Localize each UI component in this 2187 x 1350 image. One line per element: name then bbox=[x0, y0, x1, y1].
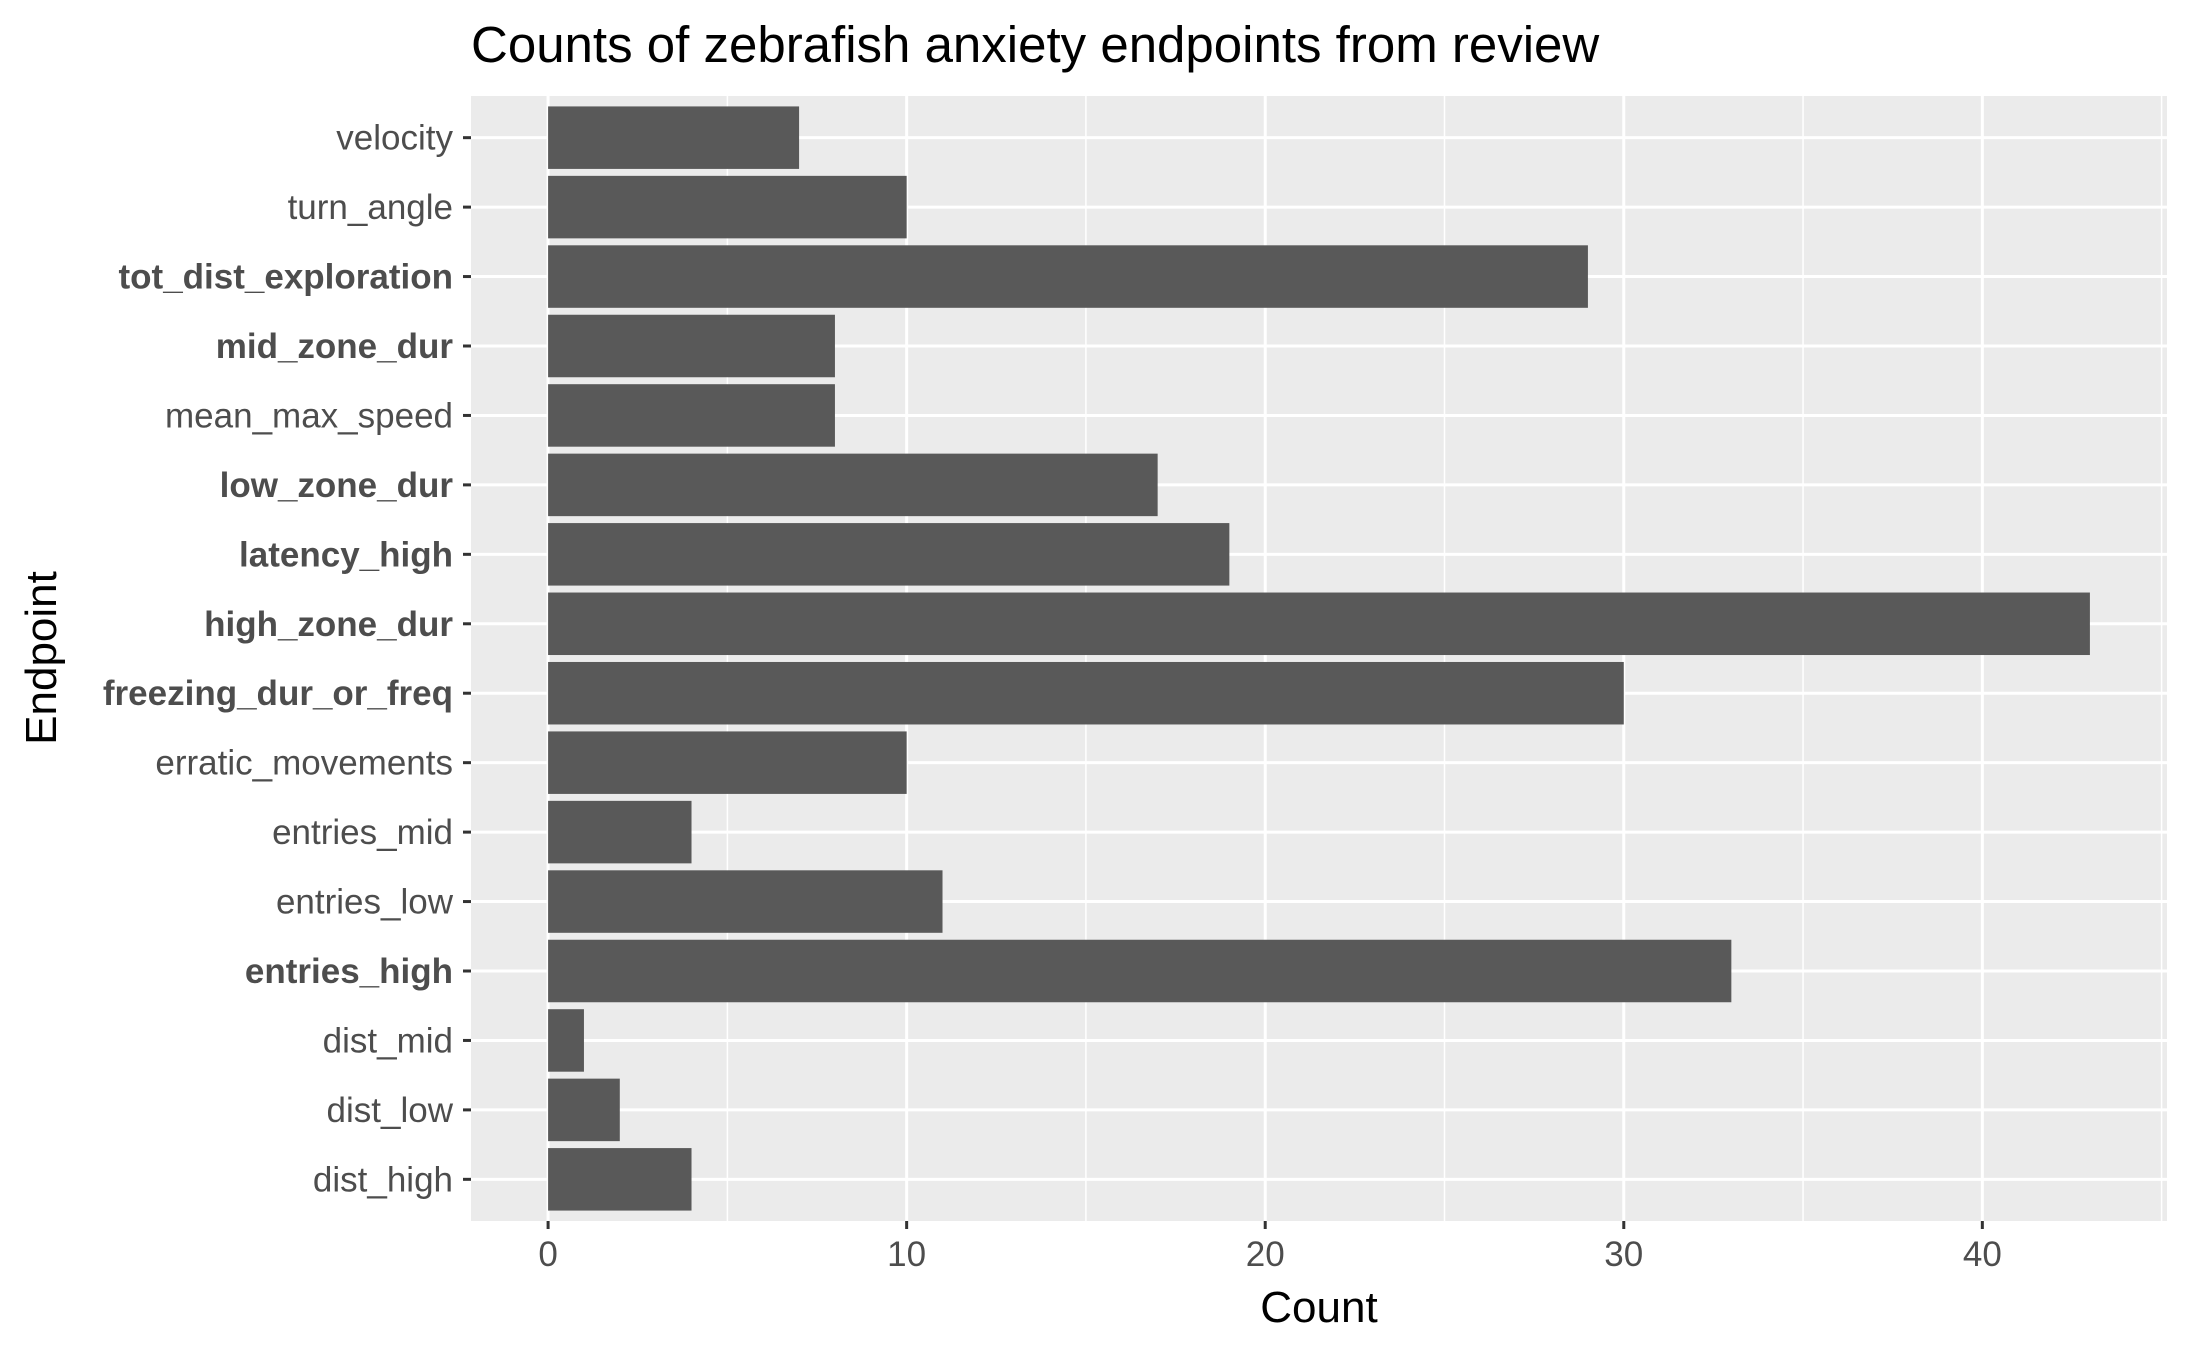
bar-entries-high bbox=[548, 939, 1732, 1003]
y-tick-label: tot_dist_exploration bbox=[119, 258, 453, 297]
y-axis: velocity turn_angle tot_dist_explorationmi… bbox=[103, 119, 471, 1199]
bar-high-zone-dur bbox=[548, 592, 2090, 656]
bar-dist-mid bbox=[548, 1009, 584, 1072]
bars bbox=[548, 106, 2090, 1211]
bar-mean-max-speed bbox=[548, 384, 835, 447]
chart-title: Counts of zebrafish anxiety endpoints fr… bbox=[471, 16, 1599, 73]
y-tick-label: low_zone_dur bbox=[220, 466, 454, 505]
y-tick-label: entries_low bbox=[276, 883, 454, 922]
bar-turn-angle bbox=[548, 175, 907, 239]
x-tick-label: 40 bbox=[1963, 1235, 2002, 1274]
bar-tot-dist-exploration bbox=[548, 245, 1588, 308]
y-axis-title: Endpoint bbox=[17, 571, 66, 745]
x-tick-label: 10 bbox=[887, 1235, 926, 1274]
y-tick-label: dist_low bbox=[327, 1091, 454, 1130]
y-tick-label: mean_max_speed bbox=[165, 396, 453, 435]
y-tick-label: mid_zone_dur bbox=[216, 327, 454, 366]
bar-mid-zone-dur bbox=[548, 314, 835, 378]
y-tick-label: freezing_dur_or_freq bbox=[103, 674, 453, 713]
y-tick-label: dist_mid bbox=[323, 1021, 453, 1060]
x-tick-label: 20 bbox=[1246, 1235, 1285, 1274]
x-axis-title: Count bbox=[1260, 1283, 1377, 1332]
bar-entries-mid bbox=[548, 800, 692, 864]
x-tick-label: 30 bbox=[1604, 1235, 1643, 1274]
bar-dist-low bbox=[548, 1078, 620, 1142]
bar-dist-high bbox=[548, 1148, 692, 1211]
y-tick-label: velocity bbox=[336, 119, 453, 158]
y-tick-label: high_zone_dur bbox=[204, 605, 453, 644]
bar-freezing-dur-or-freq bbox=[548, 661, 1624, 725]
bar-latency-high bbox=[548, 523, 1230, 586]
bar-entries-low bbox=[548, 870, 943, 933]
x-axis: 0 10 20 30 40 bbox=[538, 1221, 2002, 1274]
y-tick-label: latency_high bbox=[239, 535, 453, 574]
y-tick-label: turn_angle bbox=[288, 188, 453, 227]
y-tick-label: entries_high bbox=[245, 952, 453, 991]
x-tick-label: 0 bbox=[538, 1235, 557, 1274]
bar-low-zone-dur bbox=[548, 453, 1158, 517]
bar-erratic-movements bbox=[548, 731, 907, 794]
y-tick-label: erratic_movements bbox=[155, 744, 453, 783]
bar-velocity bbox=[548, 106, 800, 169]
y-tick-label: dist_high bbox=[313, 1160, 453, 1199]
y-tick-label: entries_mid bbox=[272, 813, 453, 852]
